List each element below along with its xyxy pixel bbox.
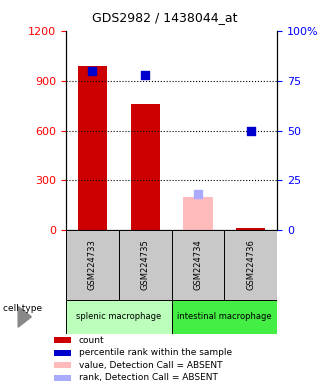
Bar <box>224 230 277 300</box>
Bar <box>66 230 119 300</box>
Point <box>143 71 148 78</box>
Point <box>90 68 95 74</box>
Text: GDS2982 / 1438044_at: GDS2982 / 1438044_at <box>92 11 238 24</box>
Text: GSM224736: GSM224736 <box>246 240 255 290</box>
Text: cell type: cell type <box>3 304 43 313</box>
Polygon shape <box>18 306 31 327</box>
Text: rank, Detection Call = ABSENT: rank, Detection Call = ABSENT <box>79 373 218 382</box>
Bar <box>172 300 277 334</box>
Text: percentile rank within the sample: percentile rank within the sample <box>79 348 232 357</box>
Bar <box>54 337 72 343</box>
Point <box>248 127 253 134</box>
Bar <box>183 229 213 230</box>
Text: value, Detection Call = ABSENT: value, Detection Call = ABSENT <box>79 361 222 370</box>
Bar <box>54 375 72 381</box>
Point <box>195 191 201 197</box>
Bar <box>78 66 107 230</box>
Text: intestinal macrophage: intestinal macrophage <box>177 312 272 321</box>
Bar <box>131 104 160 230</box>
Text: GSM224734: GSM224734 <box>193 240 203 290</box>
Bar <box>183 197 213 230</box>
Bar <box>119 230 172 300</box>
Text: splenic macrophage: splenic macrophage <box>76 312 161 321</box>
Bar <box>172 230 224 300</box>
Bar <box>54 350 72 356</box>
Bar <box>66 300 172 334</box>
Text: GSM224735: GSM224735 <box>141 240 150 290</box>
Bar <box>54 362 72 368</box>
Bar <box>236 228 265 230</box>
Text: GSM224733: GSM224733 <box>88 240 97 290</box>
Text: count: count <box>79 336 104 345</box>
